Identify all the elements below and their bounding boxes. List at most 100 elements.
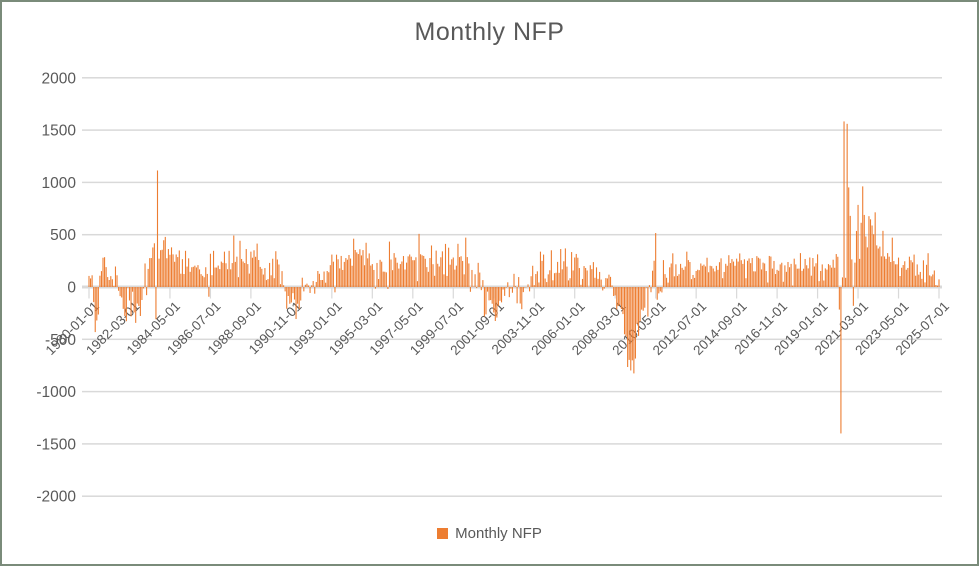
nfp-bar — [795, 264, 797, 287]
nfp-bar — [764, 263, 766, 287]
nfp-bar — [796, 268, 798, 287]
gridline — [82, 495, 942, 497]
nfp-bar — [521, 287, 523, 310]
nfp-bar — [379, 259, 381, 287]
y-axis-label: -500 — [45, 332, 76, 349]
x-tick-mark — [695, 288, 697, 299]
nfp-bar — [485, 287, 487, 315]
nfp-bar — [575, 253, 577, 287]
nfp-bar — [555, 272, 557, 287]
nfp-bar — [448, 247, 450, 287]
nfp-bar — [504, 287, 506, 296]
nfp-bar — [921, 278, 923, 287]
nfp-bar — [841, 277, 844, 287]
nfp-bar — [304, 284, 306, 287]
nfp-bar — [756, 256, 758, 287]
nfp-bar — [295, 287, 297, 320]
nfp-bar — [697, 269, 699, 287]
nfp-bar — [362, 250, 364, 287]
x-tick-mark — [655, 288, 657, 299]
nfp-bar — [259, 266, 261, 287]
nfp-bar — [639, 287, 641, 322]
nfp-bar — [146, 287, 148, 296]
nfp-bar — [740, 260, 742, 287]
nfp-bar — [147, 268, 149, 287]
nfp-bar — [287, 287, 289, 296]
nfp-bar — [549, 270, 551, 287]
nfp-bar — [245, 249, 247, 287]
nfp-bar — [930, 276, 932, 287]
nfp-bar — [113, 285, 115, 287]
nfp-bar — [803, 268, 805, 287]
nfp-bar — [809, 257, 811, 287]
nfp-bar — [189, 271, 191, 287]
nfp-bar — [524, 287, 526, 288]
nfp-bar — [388, 241, 391, 287]
nfp-bar — [739, 253, 741, 287]
nfp-bar — [718, 262, 721, 287]
nfp-bar — [683, 269, 685, 287]
nfp-bar — [782, 281, 784, 287]
nfp-bar — [694, 277, 696, 287]
nfp-bar — [829, 265, 831, 287]
nfp-bar — [415, 257, 417, 287]
nfp-bar — [901, 267, 903, 287]
nfp-bar — [799, 253, 801, 287]
nfp-bar — [275, 251, 277, 287]
nfp-bar — [365, 242, 367, 287]
nfp-bar — [233, 235, 235, 287]
nfp-bar — [486, 287, 489, 292]
nfp-bar — [398, 268, 400, 287]
nfp-bar — [175, 254, 177, 287]
nfp-bar — [650, 287, 652, 293]
nfp-bar — [149, 258, 151, 287]
nfp-bar — [925, 264, 928, 287]
nfp-bar — [360, 255, 362, 287]
nfp-bar — [223, 251, 225, 287]
nfp-bar — [863, 214, 865, 287]
nfp-bar — [821, 264, 823, 287]
nfp-bar — [118, 287, 120, 291]
nfp-bar — [703, 264, 705, 287]
nfp-bar — [574, 257, 576, 287]
nfp-bar — [88, 275, 90, 287]
nfp-bar — [465, 237, 467, 287]
nfp-bar — [348, 254, 350, 287]
nfp-bar — [743, 259, 745, 287]
nfp-bar — [659, 287, 661, 292]
nfp-bar — [611, 285, 613, 287]
nfp-bar — [591, 269, 593, 287]
nfp-bar — [846, 123, 848, 287]
nfp-bar — [871, 225, 873, 287]
nfp-bar — [462, 260, 464, 287]
nfp-bar — [457, 243, 459, 287]
nfp-bar — [314, 287, 316, 294]
nfp-bar — [932, 274, 934, 287]
nfp-bar — [483, 287, 485, 317]
nfp-bar — [371, 264, 373, 287]
nfp-bar — [877, 248, 879, 287]
nfp-bar — [874, 212, 876, 287]
x-tick-mark — [857, 288, 859, 299]
nfp-bar — [868, 216, 870, 287]
nfp-bar — [807, 268, 809, 287]
nfp-bar — [619, 287, 621, 305]
nfp-bar — [810, 275, 812, 287]
nfp-bar — [152, 247, 154, 287]
nfp-bar — [434, 275, 436, 287]
nfp-bar — [845, 277, 847, 287]
nfp-bar — [172, 254, 174, 287]
nfp-bar — [323, 271, 325, 287]
nfp-bar — [904, 261, 906, 287]
nfp-bar — [862, 186, 864, 287]
nfp-bar — [211, 275, 213, 287]
nfp-bar — [395, 257, 397, 287]
nfp-bar — [860, 222, 862, 287]
x-tick-mark — [250, 288, 252, 299]
nfp-bar — [708, 272, 710, 287]
nfp-bar — [882, 230, 884, 287]
nfp-bar — [788, 267, 791, 287]
nfp-bar — [402, 256, 405, 287]
nfp-bar — [315, 281, 317, 287]
nfp-bar — [843, 121, 845, 287]
